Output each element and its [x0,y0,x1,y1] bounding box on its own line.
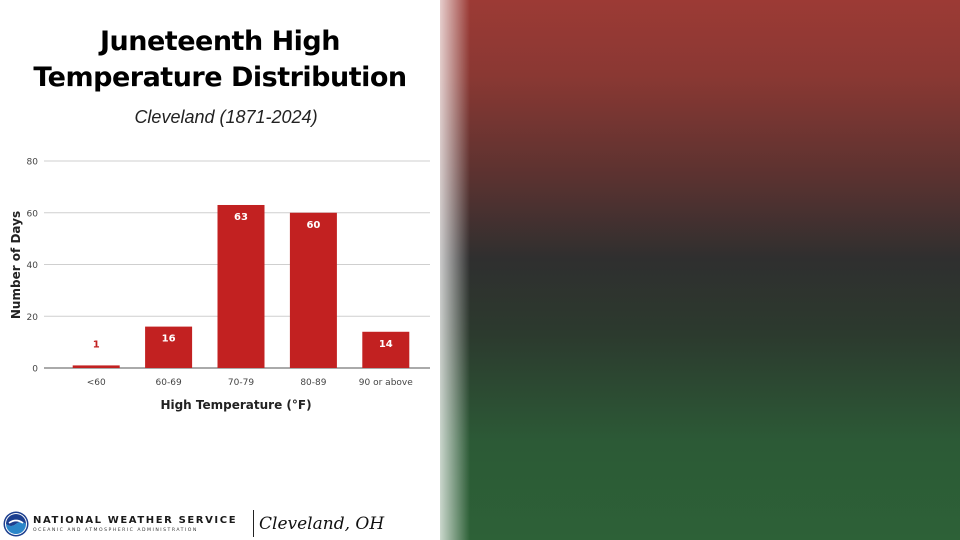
bar [289,212,337,368]
data-label: 14 [379,339,393,350]
data-label: 60 [306,220,320,231]
x-tick-label: 90 or above [359,378,413,388]
y-tick-label: 80 [27,158,39,168]
agency-name: NATIONAL WEATHER SERVICE [33,515,238,526]
chart-title-line1: Juneteenth High [100,26,340,57]
y-tick-label: 0 [32,365,38,375]
x-tick-label: 60-69 [156,378,182,388]
chart-subtitle: Cleveland (1871-2024) [134,107,318,127]
x-tick-label: <60 [87,378,106,388]
x-axis-label: High Temperature (°F) [160,398,311,412]
chart-title-line2: Temperature Distribution [33,62,407,93]
data-label: 1 [93,339,100,350]
data-label: 63 [234,212,248,223]
footer-divider [253,510,254,537]
bar [145,326,193,368]
data-label: 16 [162,334,176,345]
footer: NATIONAL WEATHER SERVICE OCEANIC AND ATM… [0,505,440,540]
bar-chart: 0 20 40 60 80 1 16 63 60 14 <60 60-69 70-79 80-89 90… [9,158,430,412]
juneteenth-flag-background [440,0,960,540]
y-tick-label: 60 [27,209,39,219]
bar [362,331,410,368]
y-tick-label: 40 [27,261,39,271]
bar [72,365,120,368]
x-tick-label: 80-89 [300,378,326,388]
bar [217,204,265,368]
agency-subtitle: OCEANIC AND ATMOSPHERIC ADMINISTRATION [33,528,198,533]
y-axis-label: Number of Days [9,211,23,319]
noaa-logo-icon [3,511,29,537]
x-tick-label: 70-79 [228,378,254,388]
office-name: Cleveland, OH [259,514,385,534]
y-tick-label: 20 [27,313,39,323]
panel-fade-edge [430,0,470,540]
